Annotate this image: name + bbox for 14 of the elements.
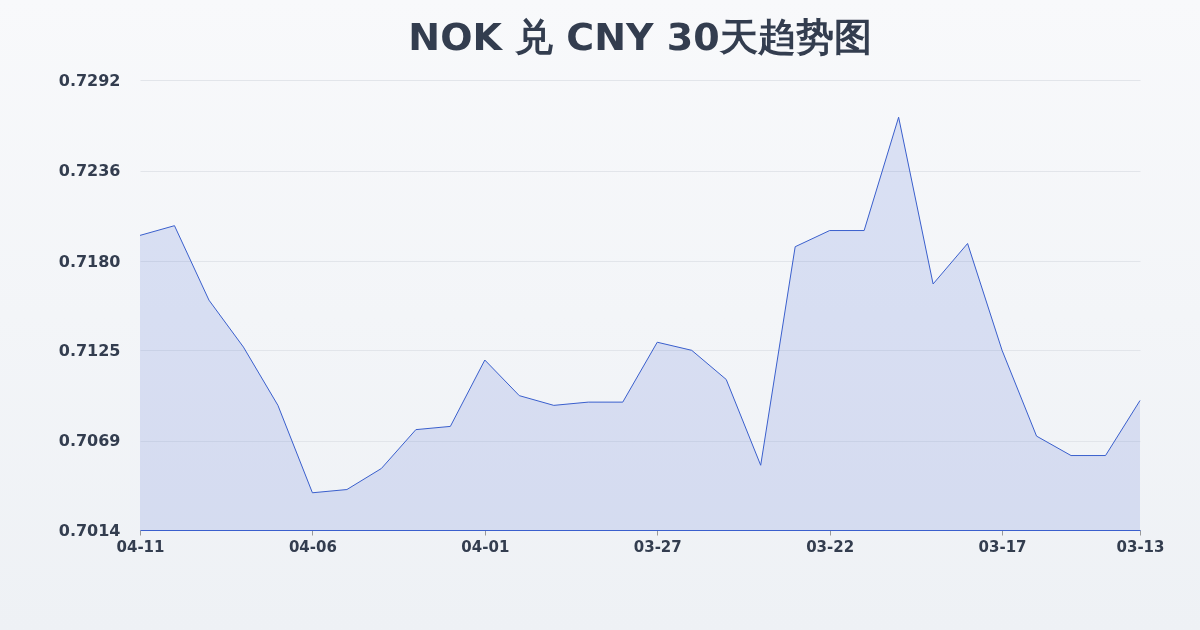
y-tick-label: 0.7292 — [58, 70, 121, 90]
x-tick-label: 03-27 — [633, 537, 682, 556]
y-tick-label: 0.7069 — [58, 431, 121, 451]
x-tick-label: 04-06 — [288, 537, 337, 556]
y-tick-label: 0.7180 — [58, 251, 121, 271]
y-tick-label: 0.7014 — [58, 520, 121, 540]
x-tick-label: 03-22 — [806, 537, 855, 556]
chart-title: NOK 兑 CNY 30天趋势图 — [408, 15, 872, 59]
x-tick-label: 03-17 — [978, 537, 1027, 556]
y-tick-label: 0.7125 — [58, 340, 121, 360]
x-tick-label: 04-11 — [116, 537, 165, 556]
x-tick-label: 03-13 — [1116, 537, 1165, 556]
y-tick-label: 0.7236 — [58, 161, 121, 181]
x-tick-label: 04-01 — [461, 537, 510, 556]
